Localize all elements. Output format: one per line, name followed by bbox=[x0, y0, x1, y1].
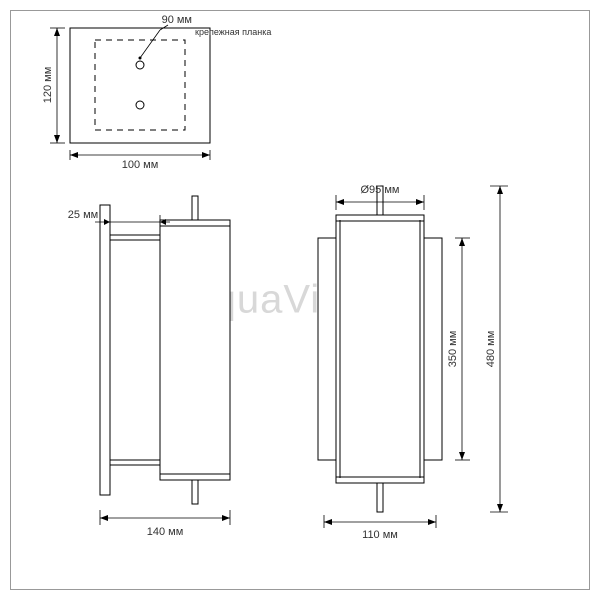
dim-90: 90 мм bbox=[162, 14, 192, 26]
mounting-plate-detail: 100 мм 120 мм 90 мм крепежная планка bbox=[42, 14, 271, 171]
dim-120: 120 мм bbox=[42, 67, 54, 104]
diagram-svg: 100 мм 120 мм 90 мм крепежная планка 25 … bbox=[10, 10, 590, 590]
front-view: Ø95 мм 110 мм 350 мм 480 мм bbox=[318, 184, 508, 541]
dim-110: 110 мм bbox=[362, 529, 398, 541]
dim-dia95: Ø95 мм bbox=[361, 184, 400, 196]
side-view: 25 мм 140 мм bbox=[68, 196, 230, 538]
dim-350: 350 мм bbox=[447, 331, 459, 368]
dim-100: 100 мм bbox=[122, 159, 159, 171]
dim-25: 25 мм bbox=[68, 209, 98, 221]
callout-text: крепежная планка bbox=[195, 27, 271, 37]
dim-480: 480 мм bbox=[485, 331, 497, 368]
dim-140: 140 мм bbox=[147, 526, 184, 538]
